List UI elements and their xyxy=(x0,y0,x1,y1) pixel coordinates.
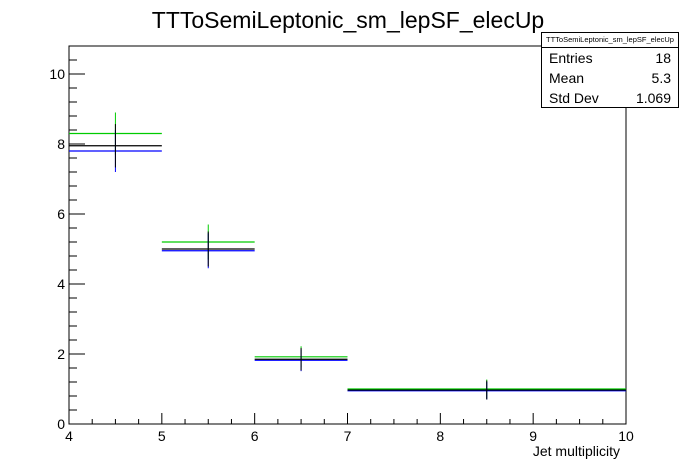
y-tick-label: 0 xyxy=(57,416,65,432)
stats-entries-value: 18 xyxy=(655,50,671,66)
stats-title: TTToSemiLeptonic_sm_lepSF_elecUp xyxy=(542,33,678,48)
stats-mean-row: Mean 5.3 xyxy=(542,68,678,88)
y-tick-label: 6 xyxy=(57,206,65,222)
stats-stddev-label: Std Dev xyxy=(549,90,599,106)
x-tick-label: 7 xyxy=(344,428,352,444)
histogram-bins xyxy=(69,112,626,400)
stats-stddev-value: 1.069 xyxy=(635,90,671,106)
stats-mean-label: Mean xyxy=(549,70,585,86)
stats-stddev-row: Std Dev 1.069 xyxy=(542,88,678,108)
x-tick-label: 10 xyxy=(618,428,634,444)
x-tick-label: 6 xyxy=(251,428,259,444)
x-tick-label: 4 xyxy=(65,428,73,444)
stats-mean-value: 5.3 xyxy=(651,70,671,86)
x-axis-label: Jet multiplicity xyxy=(533,443,620,459)
y-tick-label: 10 xyxy=(49,66,65,82)
y-tick-label: 2 xyxy=(57,346,65,362)
x-tick-label: 8 xyxy=(436,428,444,444)
y-tick-label: 8 xyxy=(57,136,65,152)
chart-title: TTToSemiLeptonic_sm_lepSF_elecUp xyxy=(152,7,544,33)
axes: 4 5 6 7 8 9 10 0 2 4 6 8 10 xyxy=(49,45,634,444)
y-tick-label: 4 xyxy=(57,276,65,292)
stats-entries-row: Entries 18 xyxy=(542,48,678,68)
stats-box: TTToSemiLeptonic_sm_lepSF_elecUp Entries… xyxy=(541,32,679,108)
stats-entries-label: Entries xyxy=(549,50,593,66)
x-tick-label: 9 xyxy=(529,428,537,444)
x-tick-label: 5 xyxy=(158,428,166,444)
